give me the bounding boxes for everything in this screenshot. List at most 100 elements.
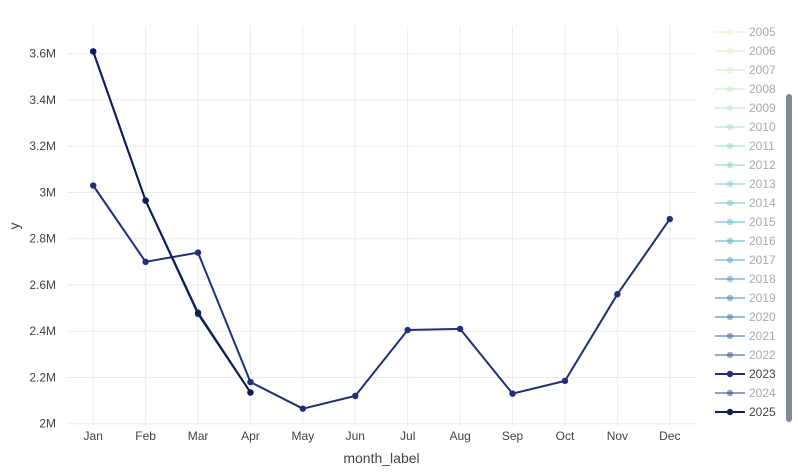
data-point-2023 (142, 258, 149, 266)
legend-swatch-marker (726, 180, 734, 188)
x-axis-ticks: Jan Feb Mar Apr May Jun Jul Aug Sep Oct Nov Dec (84, 429, 681, 443)
series-line-2025 (92, 51, 252, 394)
legend-swatch-marker (726, 313, 734, 321)
legend-label: 2009 (749, 101, 776, 115)
data-point-2025 (90, 48, 97, 55)
data-point-2023 (456, 325, 464, 333)
data-point-2023 (194, 249, 202, 256)
y-tick-label: 3.2M (29, 139, 56, 153)
x-tick-label: Jul (400, 429, 415, 443)
legend-label: 2021 (749, 329, 776, 343)
legend-swatch-marker (726, 199, 734, 207)
legend-item-2023[interactable]: 2023 (715, 367, 776, 381)
y-tick-label: 2.4M (29, 324, 56, 338)
legend-item-2017[interactable]: 2017 (715, 253, 776, 267)
legend-item-2020[interactable]: 2020 (715, 310, 776, 324)
y-tick-label: 3.4M (29, 93, 56, 107)
legend-label: 2022 (749, 348, 776, 362)
legend-item-2005[interactable]: 2005 (715, 25, 776, 39)
data-point-2023 (614, 291, 621, 298)
legend-swatch-marker (726, 161, 734, 169)
legend-swatch-marker (726, 47, 734, 55)
legend-swatch-marker (726, 351, 734, 359)
data-point-2023 (247, 378, 254, 386)
data-point-2023 (404, 326, 411, 334)
x-tick-label: May (292, 429, 315, 443)
legend-label: 2019 (749, 291, 776, 305)
y-tick-label: 2.8M (29, 232, 56, 246)
legend-label: 2020 (749, 310, 776, 324)
legend-swatch-marker (726, 66, 734, 74)
legend-swatch-marker (726, 408, 734, 416)
legend-label: 2016 (749, 234, 776, 248)
data-point-2023 (561, 377, 569, 385)
legend-label: 2007 (749, 63, 776, 77)
data-point-2023 (509, 390, 516, 397)
x-axis-title: month_label (343, 450, 419, 466)
legend-swatch-marker (726, 104, 734, 112)
data-point-2025 (194, 309, 202, 316)
series-line-2024 (92, 51, 252, 394)
legend-label: 2024 (749, 386, 776, 400)
legend-item-2012[interactable]: 2012 (715, 158, 776, 172)
legend-item-2016[interactable]: 2016 (715, 234, 776, 248)
legend-item-2022[interactable]: 2022 (715, 348, 776, 362)
legend-item-2019[interactable]: 2019 (715, 291, 776, 305)
y-axis-title: y (6, 223, 22, 230)
x-tick-label: Jan (84, 429, 103, 443)
legend-swatch-marker (726, 332, 734, 340)
legend-label: 2013 (749, 177, 776, 191)
plot-series (90, 48, 673, 412)
legend-item-2011[interactable]: 2011 (715, 139, 775, 153)
legend-item-2025[interactable]: 2025 (715, 405, 776, 419)
legend-scrollbar[interactable] (786, 94, 792, 422)
y-tick-label: 2M (39, 417, 56, 431)
legend-item-2010[interactable]: 2010 (715, 120, 776, 134)
legend-item-2018[interactable]: 2018 (715, 272, 776, 286)
legend[interactable]: 2005 2006 2007 2008 2009 2010 2011 2012 2013 2014… (715, 25, 776, 419)
legend-item-2007[interactable]: 2007 (715, 63, 776, 77)
y-tick-label: 2.6M (29, 278, 56, 292)
legend-item-2006[interactable]: 2006 (715, 44, 776, 58)
legend-label: 2018 (749, 272, 776, 286)
legend-item-2013[interactable]: 2013 (715, 177, 776, 191)
y-tick-label: 3.6M (29, 47, 56, 61)
x-tick-label: Aug (449, 429, 470, 443)
legend-label: 2010 (749, 120, 776, 134)
data-point-2025 (142, 197, 149, 204)
x-tick-label: Feb (135, 429, 156, 443)
legend-swatch-marker (726, 123, 734, 131)
data-point-2023 (352, 392, 359, 400)
series-line-2023 (92, 184, 671, 410)
data-point-2023 (90, 182, 97, 189)
legend-swatch-marker (726, 237, 734, 245)
x-tick-label: Apr (241, 429, 260, 443)
x-tick-label: Sep (502, 429, 524, 443)
legend-label: 2017 (749, 253, 776, 267)
legend-swatch-marker (726, 370, 734, 378)
legend-swatch-marker (726, 294, 734, 302)
legend-swatch-marker (726, 142, 734, 150)
legend-item-2009[interactable]: 2009 (715, 101, 776, 115)
legend-swatch-marker (726, 218, 734, 226)
legend-item-2014[interactable]: 2014 (715, 196, 776, 210)
y-axis-ticks: 2M 2.2M 2.4M 2.6M 2.8M 3M 3.2M 3.4M 3.6M (29, 47, 56, 431)
data-point-2023 (666, 215, 673, 223)
legend-label: 2014 (749, 196, 776, 210)
legend-item-2021[interactable]: 2021 (715, 329, 776, 343)
y-tick-label: 3M (39, 185, 56, 199)
y-tick-label: 2.2M (29, 370, 56, 384)
legend-item-2008[interactable]: 2008 (715, 82, 776, 96)
x-tick-label: Jun (346, 429, 365, 443)
gridlines (67, 26, 696, 426)
legend-label: 2011 (749, 139, 775, 153)
data-point-2023 (299, 405, 307, 412)
legend-item-2024[interactable]: 2024 (715, 386, 776, 400)
legend-label: 2006 (749, 44, 776, 58)
legend-swatch-marker (726, 389, 734, 397)
legend-swatch-marker (726, 28, 734, 36)
legend-item-2015[interactable]: 2015 (715, 215, 776, 229)
legend-label: 2023 (749, 367, 776, 381)
x-tick-label: Oct (556, 429, 575, 443)
